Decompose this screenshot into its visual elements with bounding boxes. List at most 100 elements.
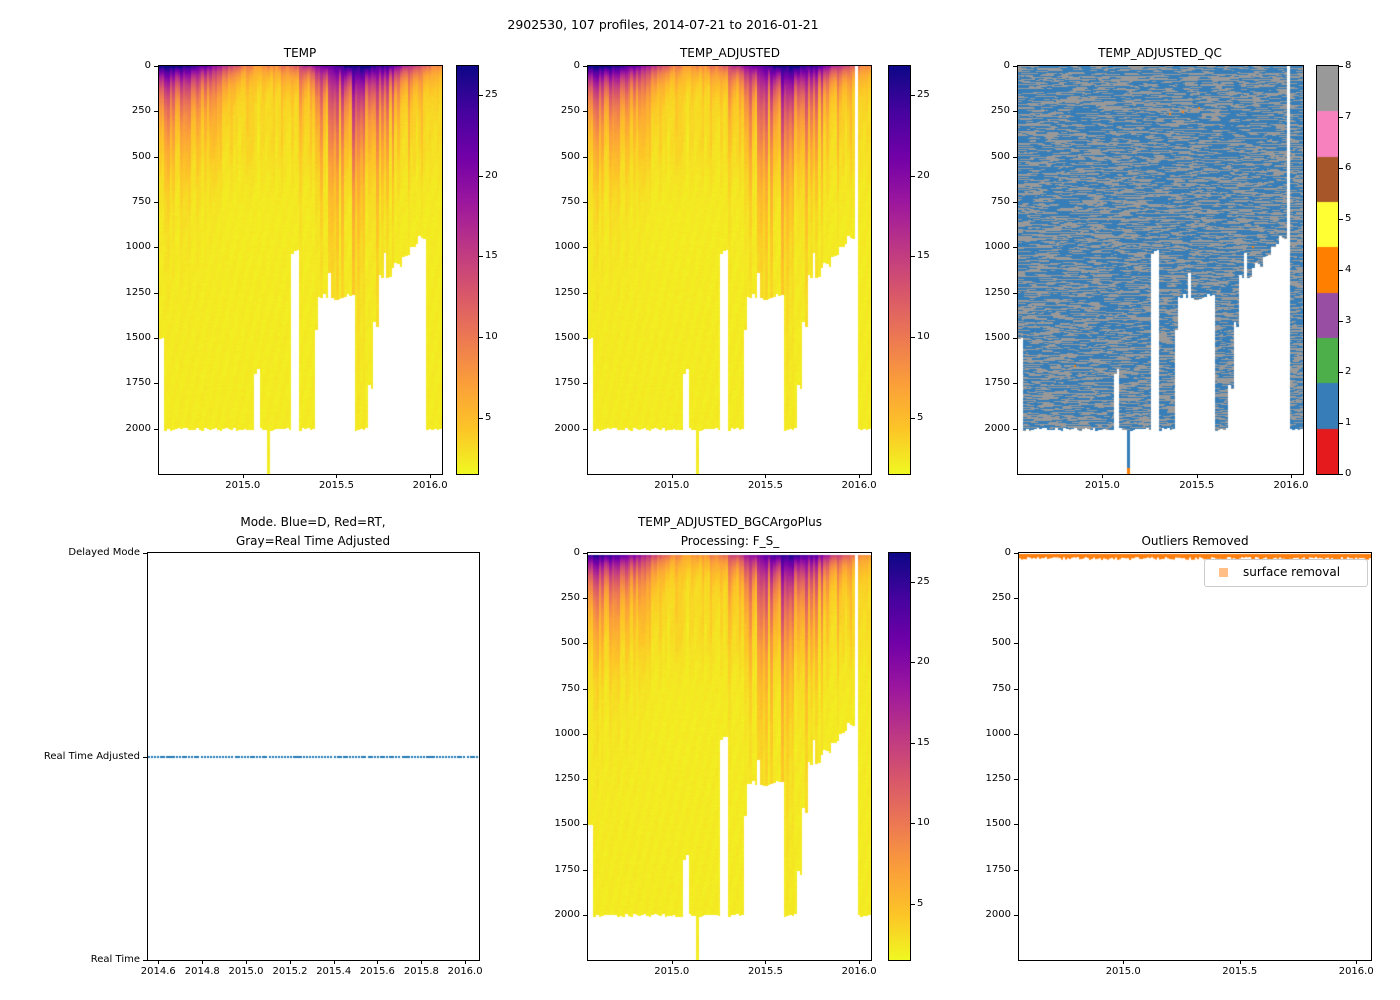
y-tick-label: 250 — [560, 105, 580, 117]
colorbar-tick-label: 10 — [917, 330, 930, 342]
y-tick-label: 2000 — [125, 422, 151, 434]
y-tick-mark — [154, 338, 158, 339]
panel-title-temp: TEMP — [283, 46, 317, 60]
panel-title-outliers: Outliers Removed — [1141, 534, 1249, 548]
x-tick-mark — [765, 960, 766, 964]
x-tick-mark — [1197, 474, 1198, 478]
y-tick-mark — [154, 157, 158, 158]
colorbar-tick-label: 10 — [485, 330, 498, 342]
y-tick-mark — [1014, 824, 1018, 825]
colorbar-tick-mark — [911, 418, 915, 419]
x-tick-label: 2015.5 — [747, 966, 783, 977]
y-tick-mark — [1013, 293, 1017, 294]
y-tick-mark — [1013, 429, 1017, 430]
y-tick-mark — [154, 66, 158, 67]
x-tick-mark — [246, 960, 247, 964]
y-tick-label: 1500 — [554, 818, 580, 830]
colorbar-qc-canvas — [1317, 66, 1338, 474]
y-tick-mark — [1013, 66, 1017, 67]
x-tick-mark — [1356, 960, 1357, 964]
y-tick-label: 1500 — [125, 332, 151, 343]
outliers-plot-canvas — [1019, 553, 1371, 960]
x-tick-label: 2015.5 — [747, 480, 783, 491]
x-tick-label: 2015.6 — [359, 966, 395, 977]
y-tick-label: 1250 — [554, 773, 580, 785]
colorbar-tick-mark — [911, 176, 915, 177]
outliers-plot — [1018, 552, 1372, 961]
panel-title-mode: Mode. Blue=D, Red=RT, Gray=Real Time Adj… — [236, 513, 390, 551]
y-tick-label: 1250 — [984, 286, 1010, 298]
y-tick-label: 2000 — [984, 422, 1010, 434]
y-tick-label: 1250 — [125, 286, 151, 298]
x-tick-mark — [1123, 960, 1124, 964]
colorbar-temp-adjusted — [888, 65, 911, 475]
legend-marker-square — [1219, 568, 1228, 577]
x-tick-mark — [465, 960, 466, 964]
panel-title-mode-line1: Mode. Blue=D, Red=RT, — [240, 515, 386, 529]
y-tick-label: 1000 — [125, 241, 151, 253]
x-tick-label: 2016.0 — [841, 480, 877, 491]
colorbar-bgc-canvas — [889, 553, 910, 960]
colorbar-tick-mark — [479, 418, 483, 419]
x-tick-label: 2016.0 — [1273, 480, 1309, 491]
y-tick-label: 500 — [560, 637, 580, 649]
colorbar-tick-mark — [479, 337, 483, 338]
x-tick-mark — [377, 960, 378, 964]
y-tick-label: 1000 — [554, 241, 580, 253]
panel-title-bgc-line2: Processing: F_S_ — [680, 534, 780, 548]
y-tick-label: 250 — [560, 592, 580, 604]
colorbar-tick-label: 1 — [1345, 417, 1352, 428]
y-tick-mark — [154, 429, 158, 430]
panel-title-temp-adjusted: TEMP_ADJUSTED — [679, 46, 781, 60]
colorbar-tick-label: 20 — [917, 656, 930, 668]
y-tick-mark — [1013, 338, 1017, 339]
colorbar-tick-label: 20 — [485, 169, 498, 181]
x-tick-label: 2015.0 — [225, 480, 261, 491]
y-tick-mark — [583, 111, 587, 112]
colorbar-tick-mark — [1339, 168, 1343, 169]
colorbar-tick-label: 4 — [1345, 264, 1352, 275]
y-tick-mark — [583, 202, 587, 203]
x-tick-label: 2016.0 — [1338, 966, 1374, 977]
y-tick-label: 500 — [131, 150, 151, 162]
y-tick-label: 2000 — [985, 908, 1011, 920]
x-tick-mark — [1291, 474, 1292, 478]
y-tick-label: 1750 — [554, 377, 580, 389]
colorbar-tick-label: 10 — [917, 817, 930, 829]
colorbar-tick-mark — [911, 662, 915, 663]
y-tick-mark — [143, 757, 147, 758]
y-tick-label: 1750 — [125, 377, 151, 389]
heatmap-qc-canvas — [1018, 66, 1303, 474]
colorbar-tick-label: 25 — [485, 89, 498, 100]
colorbar-tick-mark — [1339, 270, 1343, 271]
colorbar-tick-mark — [479, 256, 483, 257]
y-tick-mark — [1013, 157, 1017, 158]
y-tick-label: 1750 — [984, 377, 1010, 389]
y-tick-mark — [583, 247, 587, 248]
y-tick-mark — [143, 960, 147, 961]
y-tick-label: 1000 — [554, 727, 580, 739]
y-tick-label: 500 — [990, 150, 1010, 162]
y-tick-label: 2000 — [554, 422, 580, 434]
figure-title: 2902530, 107 profiles, 2014-07-21 to 201… — [507, 17, 819, 32]
x-tick-mark — [672, 960, 673, 964]
y-tick-label: 0 — [573, 60, 580, 71]
colorbar-temp-canvas — [457, 66, 478, 474]
y-tick-label: 1500 — [985, 818, 1011, 830]
mode-plot — [147, 552, 480, 961]
colorbar-tick-label: 5 — [485, 411, 492, 423]
colorbar-tick-label: 3 — [1345, 315, 1352, 326]
y-tick-label: Delayed Mode — [68, 547, 140, 558]
colorbar-tick-mark — [1339, 66, 1343, 67]
y-tick-label: 500 — [991, 637, 1011, 649]
y-tick-mark — [583, 824, 587, 825]
y-tick-mark — [583, 293, 587, 294]
heatmap-temp-canvas — [159, 66, 442, 474]
colorbar-tick-label: 25 — [917, 89, 930, 100]
panel-title-mode-line2: Gray=Real Time Adjusted — [235, 534, 391, 548]
x-tick-label: 2015.2 — [272, 966, 308, 977]
y-tick-label: 0 — [1004, 547, 1011, 558]
colorbar-tick-mark — [911, 904, 915, 905]
x-tick-mark — [430, 474, 431, 478]
y-tick-mark — [1014, 779, 1018, 780]
